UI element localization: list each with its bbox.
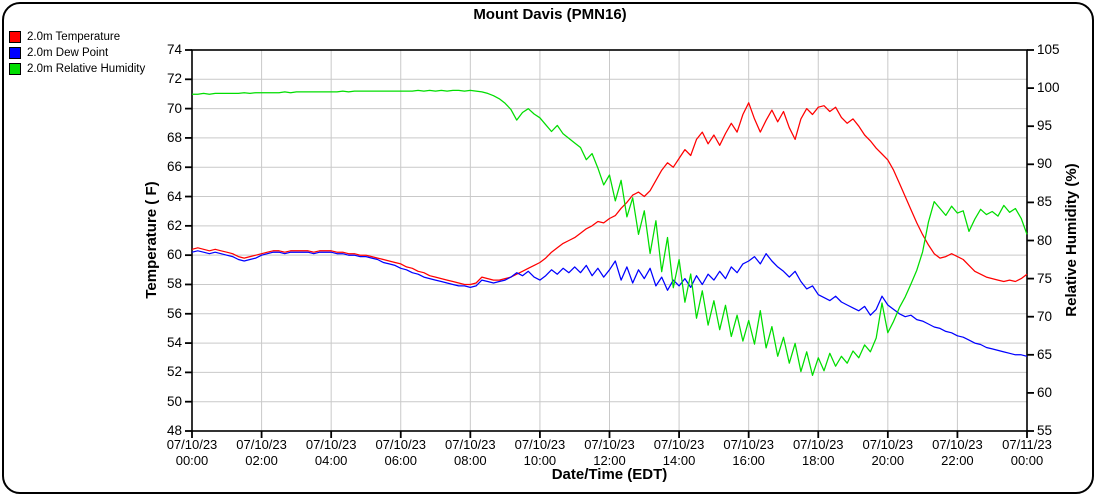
legend-relative-humidity-swatch-icon (9, 63, 21, 75)
x-axis-tick-label: 07/10/23 10:00 (514, 437, 566, 468)
legend-item-temperature: 2.0m Temperature (9, 29, 145, 45)
left-axis-tick-label: 56 (166, 305, 182, 321)
x-axis-tick-label: 07/10/23 12:00 (584, 437, 635, 468)
chart-panel-border (2, 2, 1094, 494)
left-axis-tick-label: 74 (166, 42, 182, 57)
right-axis-tick-label: 100 (1037, 80, 1060, 96)
left-axis-tick-label: 66 (166, 159, 182, 175)
right-axis-tick-label: 105 (1037, 42, 1060, 57)
x-axis-tick-label: 07/10/23 18:00 (792, 437, 844, 468)
left-axis-tick-label: 58 (166, 276, 182, 292)
x-axis-title: Date/Time (EDT) (551, 466, 668, 483)
right-axis-tick-label: 70 (1037, 308, 1053, 324)
x-axis-tick-label: 07/10/23 02:00 (236, 437, 287, 468)
x-axis-tick-label: 07/10/23 14:00 (653, 437, 705, 468)
x-axis-tick-label: 07/10/23 08:00 (445, 437, 496, 468)
legend-relative-humidity-label: 2.0m Relative Humidity (27, 63, 146, 75)
chart-title: Mount Davis (PMN16) (473, 6, 627, 23)
right-axis-tick-label: 95 (1037, 118, 1053, 134)
x-axis-tick-label: 07/10/23 06:00 (375, 437, 427, 468)
right-axis-tick-label: 90 (1037, 156, 1053, 172)
left-axis-tick-label: 54 (166, 335, 182, 351)
legend-dew-point-swatch-icon (9, 47, 21, 59)
left-axis-tick-label: 48 (166, 423, 182, 438)
x-axis-tick-label: 07/10/23 00:00 (166, 437, 218, 468)
legend-dew-point-label: 2.0m Dew Point (27, 47, 109, 59)
x-axis-tick-label: 07/10/23 20:00 (862, 437, 914, 468)
left-axis-tick-label: 68 (166, 129, 182, 145)
right-axis-tick-label: 60 (1037, 384, 1053, 400)
right-axis-tick-label: 85 (1037, 194, 1053, 210)
legend-item-dew-point: 2.0m Dew Point (9, 45, 145, 61)
x-axis-tick-label: 07/10/23 22:00 (932, 437, 983, 468)
right-axis-tick-label: 55 (1037, 423, 1053, 438)
right-axis-tick-label: 80 (1037, 232, 1053, 248)
legend-temperature-swatch-icon (9, 31, 21, 43)
x-axis-tick-label: 07/11/23 00:00 (1002, 437, 1052, 468)
left-axis-tick-label: 70 (166, 100, 182, 116)
left-axis-tick-label: 64 (166, 188, 182, 204)
right-axis-tick-label: 65 (1037, 346, 1053, 362)
legend: 2.0m Temperature 2.0m Dew Point 2.0m Rel… (9, 29, 145, 77)
left-axis-tick-label: 52 (166, 364, 182, 380)
left-axis-tick-label: 60 (166, 247, 182, 263)
left-axis-tick-label: 62 (166, 217, 182, 233)
right-axis-tick-label: 75 (1037, 270, 1053, 286)
left-axis-tick-label: 72 (166, 71, 182, 87)
x-axis-tick-label: 07/10/23 16:00 (723, 437, 774, 468)
x-axis-tick-label: 07/10/23 04:00 (305, 437, 357, 468)
legend-item-relative-humidity: 2.0m Relative Humidity (9, 61, 145, 77)
left-axis-tick-label: 50 (166, 393, 182, 409)
legend-temperature-label: 2.0m Temperature (27, 31, 121, 43)
